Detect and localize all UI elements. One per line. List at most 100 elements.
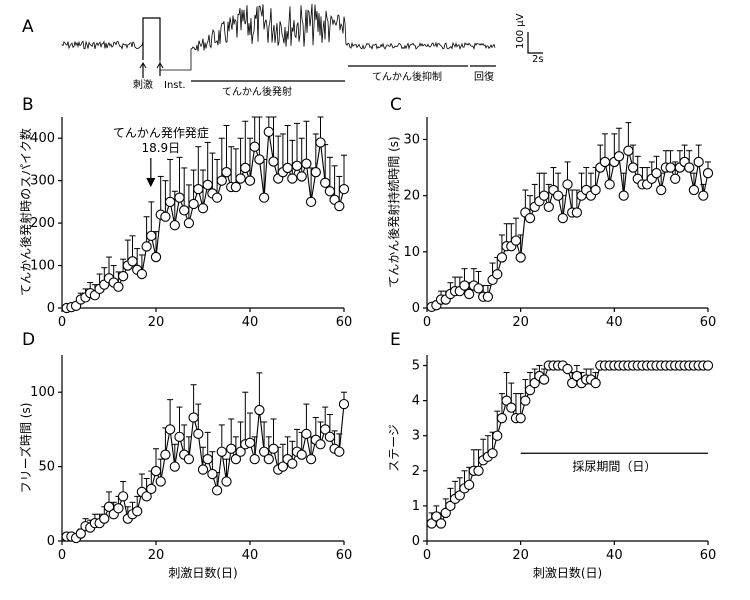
chart-e-y-label: ステージ xyxy=(387,424,401,472)
chart-b-y-tick-label: 200 xyxy=(30,216,55,231)
chart-d-data-point xyxy=(334,446,345,457)
chart-b-data-point xyxy=(338,184,350,195)
chart-c-data-point xyxy=(473,283,484,294)
chart-b-data-point xyxy=(169,220,180,231)
inst-marker xyxy=(156,62,164,76)
chart-c-y-tick-label: 30 xyxy=(403,132,420,147)
chart-d-data-point xyxy=(160,449,171,460)
chart-e-data-point xyxy=(463,479,475,490)
panel-a: A 刺激 Inst. てんかん後発射 てんかん後抑制 回復 100 μV 2s xyxy=(22,3,544,98)
chart-d-data-point xyxy=(141,491,152,502)
chart-c-data-point xyxy=(482,291,494,302)
chart-b-y-tick-label: 400 xyxy=(30,131,55,146)
chart-d-data-point xyxy=(193,428,204,440)
chart-c-data-point xyxy=(688,184,700,196)
chart-b-x-tick-label: 20 xyxy=(148,315,165,330)
chart-c-data-point xyxy=(538,190,550,201)
chart-d-data-point xyxy=(296,449,307,460)
chart-b-data-point xyxy=(305,196,317,208)
scale-time: 2s xyxy=(532,54,544,65)
panel-a-letter: A xyxy=(22,17,34,37)
chart-b-data-point xyxy=(320,177,331,188)
chart-c-data-point xyxy=(627,162,639,173)
chart-d-data-point xyxy=(268,443,279,454)
eeg-trace xyxy=(61,3,496,71)
chart-e-period-label: 採尿期間（日） xyxy=(572,459,656,473)
chart-e-data-point xyxy=(454,490,465,501)
chart-b-data-point xyxy=(188,198,199,210)
chart-e-data-point xyxy=(492,430,503,441)
chart-c-data-point xyxy=(459,280,470,291)
scale-bar xyxy=(527,32,543,54)
chart-b-data-point xyxy=(282,162,293,174)
chart-b-data-point xyxy=(263,126,274,138)
chart-c-data-point xyxy=(524,212,536,224)
chart-d-data-point xyxy=(132,506,143,517)
scale-voltage: 100 μV xyxy=(515,13,526,49)
chart-b-data-point xyxy=(179,205,190,216)
chart-c-data-point xyxy=(693,156,704,168)
label-suppression: てんかん後抑制 xyxy=(372,70,442,83)
chart-b-data-point xyxy=(334,200,345,212)
chart-d-data-point xyxy=(277,461,289,472)
label-recovery: 回復 xyxy=(474,70,494,83)
chart-c-data-point xyxy=(496,252,508,263)
chart-c-data-point xyxy=(698,190,709,201)
chart-d-data-point xyxy=(169,461,180,472)
panel-c-letter: C xyxy=(390,95,402,115)
chart-c-x-tick-label: 20 xyxy=(512,315,529,330)
label-afterdischarge: てんかん後発射 xyxy=(222,85,292,98)
chart-c-data-point xyxy=(510,235,522,246)
chart-e-data-point xyxy=(501,395,512,406)
chart-d-data-point xyxy=(305,454,317,465)
chart-e-y-tick-label: 0 xyxy=(412,534,420,549)
panel-b-letter: B xyxy=(22,95,34,115)
chart-d-data-point xyxy=(244,437,256,448)
chart-d-y-tick-label: 0 xyxy=(47,534,55,549)
chart-d-data-point xyxy=(197,464,209,475)
chart-e-data-point xyxy=(506,402,517,413)
chart-c-data-point xyxy=(651,168,662,179)
chart-e-data-point xyxy=(590,377,601,389)
chart-b-data-point xyxy=(301,158,312,169)
chart-e-data-point xyxy=(473,465,484,476)
panel-d-letter: D xyxy=(22,330,35,350)
chart-b-data-point xyxy=(221,167,232,178)
chart-d-y-tick-label: 50 xyxy=(38,460,55,475)
chart-e-data-point xyxy=(440,507,451,519)
chart-d-data-point xyxy=(320,424,331,435)
chart-b-data-point xyxy=(164,196,176,208)
chart-c-data-point xyxy=(618,190,629,201)
chart-c-data-point xyxy=(543,201,554,213)
chart-b-y-tick-label: 0 xyxy=(47,301,55,316)
chart-e-data-point xyxy=(487,448,498,459)
chart-c-data-point xyxy=(604,179,615,190)
chart-d-data-point xyxy=(75,528,86,539)
chart-e-x-tick-label: 40 xyxy=(606,548,623,563)
chart-b-data-point xyxy=(235,173,246,184)
chart-b-x-tick-label: 60 xyxy=(336,315,353,330)
chart-b-data-point xyxy=(240,162,251,174)
chart-b-x-tick-label: 40 xyxy=(242,315,259,330)
chart-c-data-point xyxy=(571,207,583,218)
chart-d-data-point xyxy=(287,458,298,469)
chart-c-data-point xyxy=(656,184,667,196)
chart-d-data-point xyxy=(211,485,223,496)
label-inst: Inst. xyxy=(164,80,186,91)
chart-c-x-tick-label: 0 xyxy=(423,315,431,330)
chart-e-x-tick-label: 60 xyxy=(700,548,717,563)
chart-b-data-point xyxy=(141,241,152,252)
chart-c-data-point xyxy=(670,173,681,184)
chart-d-data-point xyxy=(338,398,350,410)
panel-e-letter: E xyxy=(390,330,401,350)
chart-d-data-point xyxy=(254,404,265,416)
chart-c-data-point xyxy=(702,168,714,179)
chart-d-data-point xyxy=(99,513,110,524)
chart-e-y-tick-label: 2 xyxy=(412,464,420,479)
chart-b-data-point xyxy=(268,156,279,167)
chart-c-y-tick-label: 0 xyxy=(412,301,420,316)
chart-d-data-point xyxy=(174,431,185,442)
chart-b-y-tick-label: 100 xyxy=(30,259,55,274)
chart-c-data-point xyxy=(684,162,695,173)
